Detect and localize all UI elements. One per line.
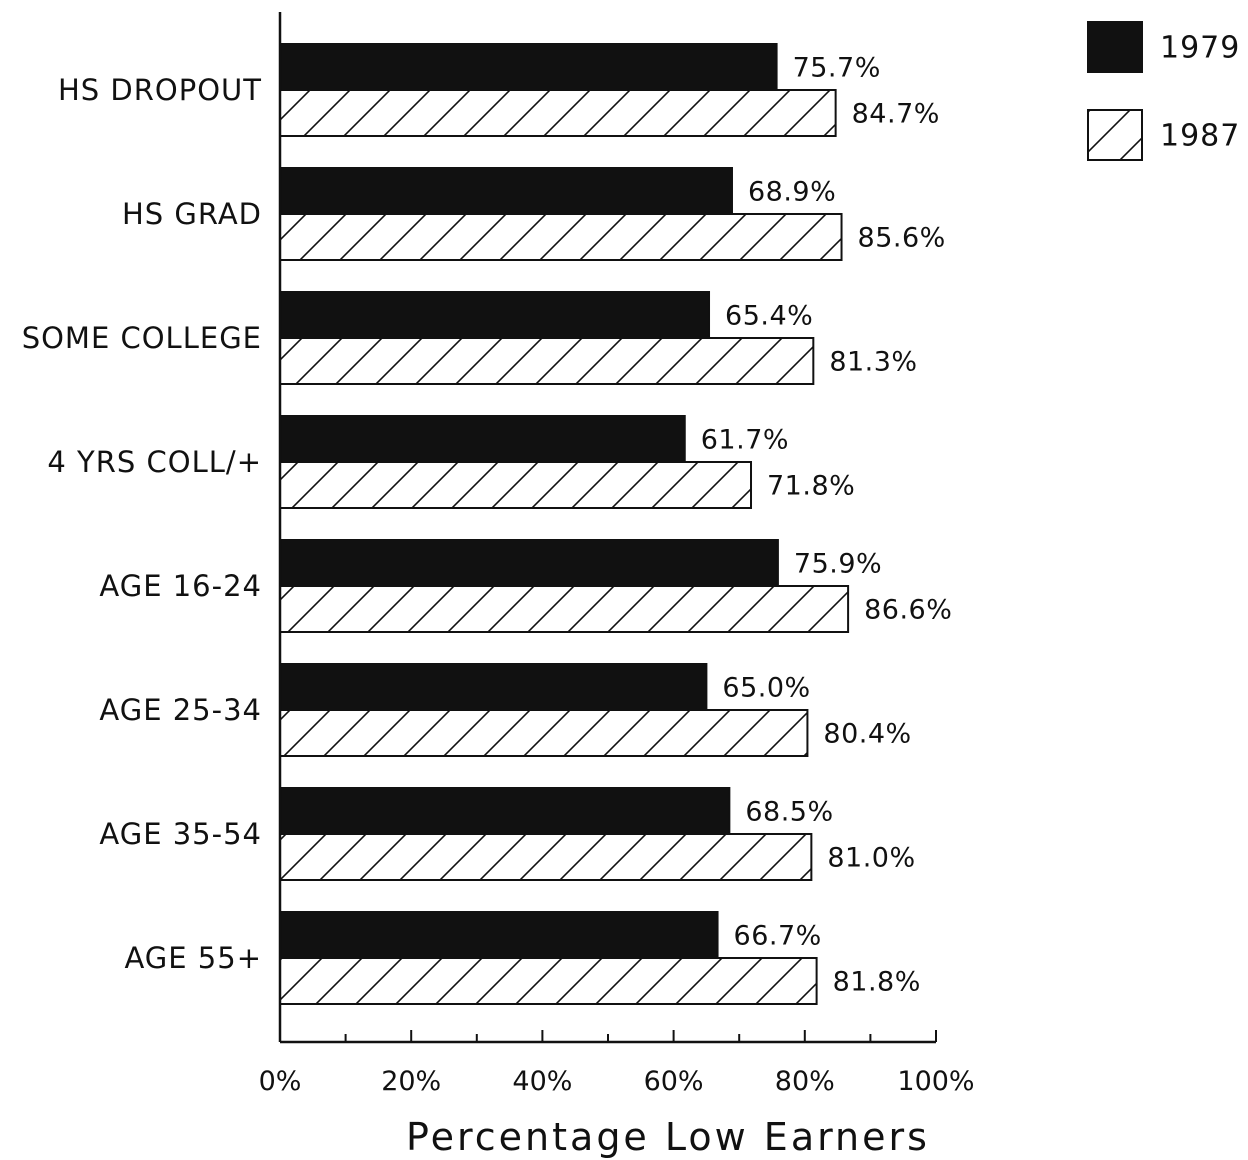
x-tick-label: 80% — [775, 1066, 835, 1097]
category-label: AGE 25-34 — [99, 693, 262, 727]
value-label: 81.3% — [829, 347, 917, 378]
value-label: 86.6% — [864, 595, 952, 626]
bar-1987-0 — [279, 89, 837, 137]
category-label: HS GRAD — [122, 197, 262, 231]
value-label: 68.9% — [748, 177, 836, 208]
labels-layer: HS DROPOUT 75.7% 84.7% HS GRAD 68.9% 85.6% SOM… — [22, 53, 952, 998]
bar-1979-3 — [279, 415, 686, 463]
legend: 1979 1987 — [1087, 21, 1240, 161]
legend-swatch-1987 — [1087, 109, 1143, 161]
bar-1987-3 — [279, 461, 753, 509]
bar-1979-4 — [279, 539, 779, 587]
category-label: AGE 35-54 — [99, 817, 262, 851]
bar-1979-0 — [279, 43, 778, 91]
x-tick-label: 0% — [259, 1066, 302, 1097]
value-label: 84.7% — [852, 99, 940, 130]
x-tick-label: 40% — [512, 1066, 572, 1097]
legend-label-1987: 1987 — [1160, 119, 1240, 154]
category-label: HS DROPOUT — [58, 73, 262, 107]
value-label: 80.4% — [823, 719, 911, 750]
bar-1987-7 — [279, 957, 818, 1005]
value-label: 75.9% — [794, 549, 882, 580]
value-label: 65.4% — [725, 301, 813, 332]
x-tick-label: 100% — [897, 1066, 974, 1097]
bar-1979-1 — [279, 167, 733, 215]
legend-swatch-1979 — [1087, 21, 1143, 73]
legend-label-1979: 1979 — [1160, 31, 1240, 66]
bar-1987-1 — [279, 213, 843, 261]
category-label: SOME COLLEGE — [22, 321, 262, 355]
x-tick-label: 60% — [644, 1066, 704, 1097]
x-tick-label: 20% — [381, 1066, 441, 1097]
value-label: 68.5% — [745, 797, 833, 828]
value-label: 85.6% — [858, 223, 946, 254]
value-label: 65.0% — [722, 673, 810, 704]
value-label: 75.7% — [793, 53, 881, 84]
value-label: 61.7% — [701, 425, 789, 456]
category-label: AGE 55+ — [124, 941, 262, 975]
bar-1987-5 — [279, 709, 809, 757]
bars-layer — [279, 43, 850, 1005]
value-label: 66.7% — [734, 921, 822, 952]
bar-1987-4 — [279, 585, 850, 633]
bar-1979-2 — [279, 291, 711, 339]
bar-1979-7 — [279, 911, 719, 959]
category-label: 4 YRS COLL/+ — [47, 445, 262, 479]
bar-1979-5 — [279, 663, 708, 711]
category-label: AGE 16-24 — [99, 569, 262, 603]
x-axis-ticks: 0% 20% 40% 60% 80% 100% — [259, 1030, 975, 1097]
bar-1979-6 — [279, 787, 731, 835]
value-label: 81.8% — [833, 967, 921, 998]
value-label: 71.8% — [767, 471, 855, 502]
value-label: 81.0% — [827, 843, 915, 874]
bar-1987-2 — [279, 337, 815, 385]
bar-1987-6 — [279, 833, 813, 881]
x-axis-title: Percentage Low Earners — [406, 1115, 930, 1159]
